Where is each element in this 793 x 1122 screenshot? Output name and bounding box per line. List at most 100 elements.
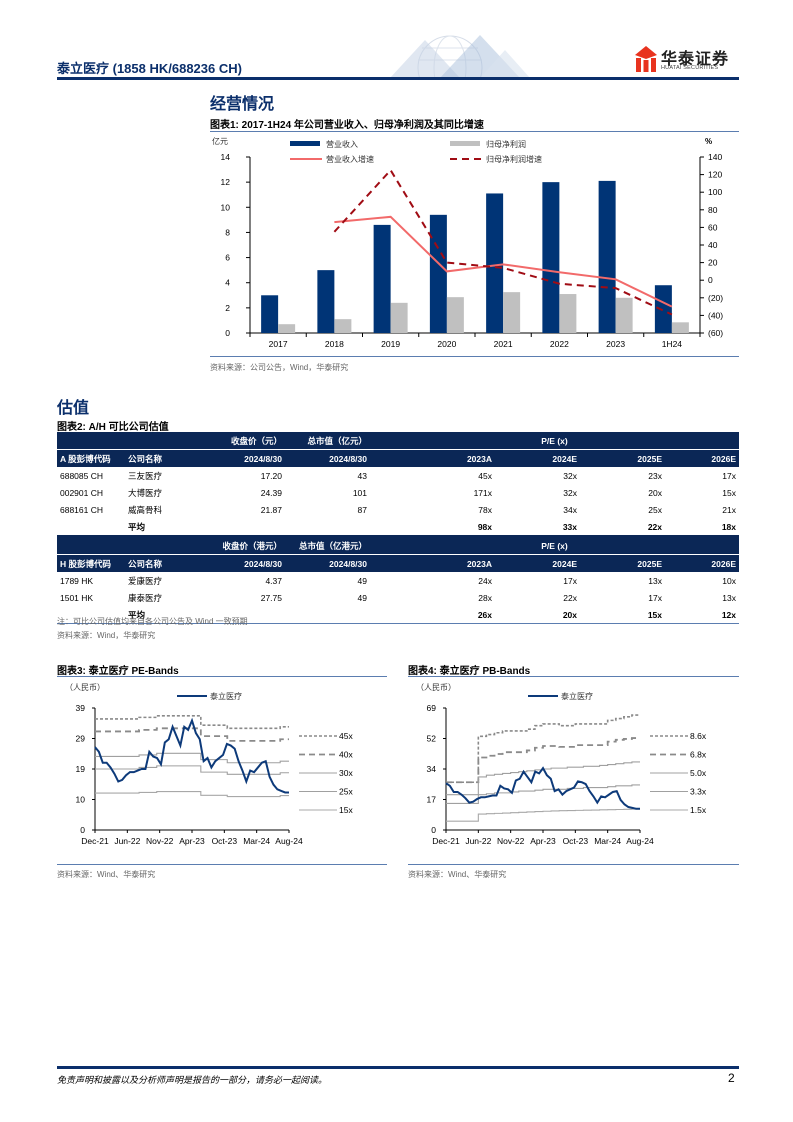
cell-pe: 13x xyxy=(722,592,736,603)
band-legend-label: 45x xyxy=(339,731,353,741)
col-year-header: 2026E xyxy=(665,554,739,572)
cell-pe: 23x xyxy=(648,470,662,481)
section-heading-valuation: 估值 xyxy=(57,400,90,417)
bar-revenue xyxy=(598,180,616,333)
right-axis-tick-label: 80 xyxy=(708,205,718,215)
cell-pe: 25x xyxy=(648,504,662,515)
cell-avg-pe: 12x xyxy=(665,606,739,624)
table-average-row: 平均 26x 20x 15x 12x xyxy=(57,606,739,624)
cell-price: 27.75 xyxy=(260,592,282,603)
col-code-header: H 股彭博代码 xyxy=(57,554,125,572)
table-subheader-row: A 股彭博代码 公司名称 2024/8/30 2024/8/30 2023A 2… xyxy=(57,449,739,467)
cell-average-label: 平均 xyxy=(125,518,210,537)
x-axis-tick-label: Dec-21 xyxy=(81,836,109,846)
bar-net-profit xyxy=(446,297,464,333)
x-axis-tick-label: 1H24 xyxy=(662,339,683,349)
y-axis-unit-label: （人民币） xyxy=(65,683,105,692)
band-line-30x xyxy=(95,752,289,764)
section-heading-operations: 经营情况 xyxy=(210,96,275,113)
page-number: 2 xyxy=(728,1071,735,1085)
x-axis-tick-label: Jun-22 xyxy=(114,836,140,846)
y-axis-tick-label: 69 xyxy=(427,703,437,713)
cell-pe: 34x xyxy=(563,504,577,515)
band-line-40x xyxy=(95,727,289,742)
cell-name: 大博医疗 xyxy=(128,487,163,498)
cell-mcap: 49 xyxy=(357,575,367,586)
cell-pe: 22x xyxy=(563,592,577,603)
cell-pe: 28x xyxy=(478,592,492,603)
band-legend-label: 40x xyxy=(339,750,353,760)
left-axis-tick-label: 6 xyxy=(225,253,230,263)
bar-revenue xyxy=(261,295,279,333)
legend-label: 营业收入增速 xyxy=(326,154,374,164)
band-legend-label: 25x xyxy=(339,787,353,797)
figure3-title: 图表3: 泰立医疗 PE-Bands xyxy=(57,666,179,677)
x-axis-tick-label: Dec-21 xyxy=(432,836,460,846)
col-date-header: 2024/8/30 xyxy=(285,449,370,467)
figure4-source: 资料来源：Wind、华泰研究 xyxy=(408,870,507,879)
figure4-top-rule xyxy=(408,676,739,677)
figure3-bottom-rule xyxy=(57,864,387,865)
col-code-header: A 股彭博代码 xyxy=(57,449,125,467)
col-year-header: 2025E xyxy=(580,449,665,467)
cell-avg-pe: 15x xyxy=(580,606,665,624)
left-axis-tick-label: 12 xyxy=(221,177,231,187)
y-axis-tick-label: 17 xyxy=(427,795,437,805)
figure2-title: 图表2: A/H 可比公司估值 xyxy=(57,422,169,433)
col-year-header: 2025E xyxy=(580,554,665,572)
bar-revenue xyxy=(317,270,335,333)
cell-mcap: 101 xyxy=(352,487,367,498)
x-axis-tick-label: Apr-23 xyxy=(179,836,205,846)
band-legend-label: 5.0x xyxy=(690,768,707,778)
logo-chinese-text: 华泰证券 xyxy=(661,51,730,68)
right-axis-tick-label: 60 xyxy=(708,222,718,232)
x-axis-tick-label: Aug-24 xyxy=(275,836,303,846)
y-axis-tick-label: 0 xyxy=(431,825,436,835)
right-axis-tick-label: (60) xyxy=(708,328,723,338)
globe-graphic-icon xyxy=(390,35,530,101)
cell-pe: 17x xyxy=(563,575,577,586)
header-divider xyxy=(57,77,739,80)
cell-mcap: 43 xyxy=(357,470,367,481)
cell-mcap: 49 xyxy=(357,592,367,603)
huatai-logo: 华泰证券 HUATAI SECURITIES xyxy=(635,45,740,75)
figure4-title: 图表4: 泰立医疗 PB-Bands xyxy=(408,666,531,677)
left-axis-tick-label: 14 xyxy=(221,152,231,162)
right-axis-tick-label: 140 xyxy=(708,152,722,162)
right-axis-tick-label: 120 xyxy=(708,170,722,180)
col-market-cap-header: 总市值（亿港元） xyxy=(285,536,370,555)
col-date-header: 2024/8/30 xyxy=(285,554,370,572)
band-legend-label: 3.3x xyxy=(690,787,707,797)
cell-price: 21.87 xyxy=(260,504,282,515)
table-header-row: 收盘价（元） 总市值（亿元） P/E (x) xyxy=(57,432,739,450)
right-axis-unit-label: % xyxy=(705,137,712,146)
x-axis-tick-label: Nov-22 xyxy=(497,836,525,846)
col-market-cap-header: 总市值（亿元） xyxy=(285,432,370,450)
col-pe-header: P/E (x) xyxy=(370,536,739,555)
y-axis-tick-label: 34 xyxy=(427,764,437,774)
x-axis-tick-label: Apr-23 xyxy=(530,836,556,846)
band-legend-label: 6.8x xyxy=(690,750,707,760)
bar-revenue xyxy=(542,182,560,333)
cell-pe: 21x xyxy=(722,504,736,515)
figure2-note: 注：可比公司估值均来自各公司公告及 Wind 一致预期 xyxy=(57,617,248,626)
huatai-logo-icon xyxy=(635,46,657,72)
table-row: 1501 HK 康泰医疗 27.75 49 28x 22x 17x 13x xyxy=(57,589,739,606)
col-date-header: 2024/8/30 xyxy=(210,554,285,572)
col-name-header: 公司名称 xyxy=(125,554,210,572)
col-year-header: 2026E xyxy=(665,449,739,467)
line-revenue-growth xyxy=(334,215,673,308)
col-year-header: 2023A xyxy=(370,554,495,572)
x-axis-tick-label: 2022 xyxy=(550,339,569,349)
line-net-profit-growth xyxy=(333,168,673,316)
x-axis-tick-label: 2023 xyxy=(606,339,625,349)
cell-avg-pe: 26x xyxy=(370,606,495,624)
cell-code: 1501 HK xyxy=(60,592,94,603)
left-axis-tick-label: 0 xyxy=(225,328,230,338)
cell-name: 康泰医疗 xyxy=(128,592,163,603)
x-axis-tick-label: Jun-22 xyxy=(465,836,491,846)
bar-net-profit xyxy=(559,294,577,333)
left-axis-unit-label: 亿元 xyxy=(212,136,228,146)
bar-net-profit xyxy=(503,292,521,333)
figure3-source: 资料来源：Wind、华泰研究 xyxy=(57,870,156,879)
